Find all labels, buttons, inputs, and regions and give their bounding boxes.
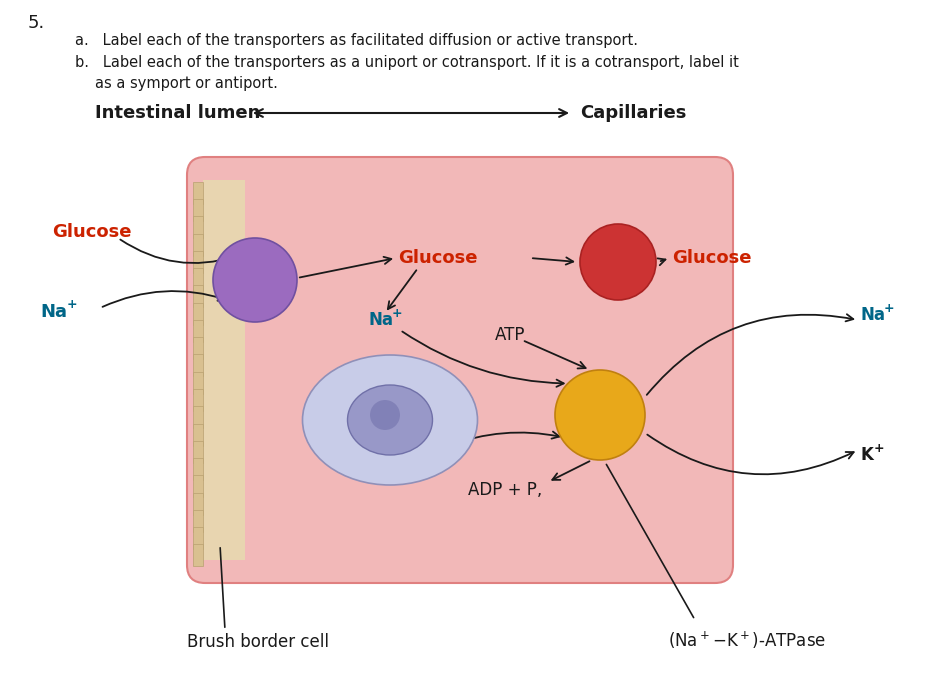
Text: Na: Na (368, 311, 393, 329)
Circle shape (580, 224, 656, 300)
Text: Intestinal lumen: Intestinal lumen (95, 104, 260, 122)
Bar (193, 493, 203, 515)
Bar (193, 285, 203, 307)
Text: +: + (874, 441, 884, 455)
Text: K: K (415, 443, 428, 461)
Bar (193, 545, 203, 566)
Bar (193, 355, 203, 376)
Circle shape (370, 400, 400, 430)
Ellipse shape (303, 355, 477, 485)
Text: Na: Na (860, 306, 885, 324)
Text: +: + (429, 439, 440, 452)
Circle shape (213, 238, 297, 322)
Bar (193, 199, 203, 221)
Bar (193, 234, 203, 255)
Text: Glucose: Glucose (398, 249, 477, 267)
Ellipse shape (348, 385, 432, 455)
Bar (193, 441, 203, 463)
Bar (193, 182, 203, 204)
Bar (193, 372, 203, 393)
Text: as a symport or antiport.: as a symport or antiport. (95, 76, 278, 91)
Bar (193, 510, 203, 532)
Bar (193, 268, 203, 290)
Bar (203, 180, 245, 560)
Circle shape (555, 370, 645, 460)
Bar (193, 320, 203, 342)
FancyBboxPatch shape (187, 157, 733, 583)
Bar (193, 217, 203, 238)
Bar (193, 251, 203, 273)
Bar (193, 423, 203, 446)
Text: +: + (67, 298, 77, 310)
Text: Brush border cell: Brush border cell (187, 633, 329, 651)
Bar (193, 475, 203, 498)
Text: Na: Na (40, 303, 67, 321)
Text: K: K (860, 446, 873, 464)
Bar (193, 389, 203, 411)
Bar (193, 303, 203, 325)
Bar (193, 458, 203, 480)
Text: ATP: ATP (495, 326, 526, 344)
Text: +: + (392, 307, 403, 319)
Text: Glucose: Glucose (52, 223, 131, 241)
Bar (193, 527, 203, 549)
Bar (193, 337, 203, 359)
Bar (193, 406, 203, 428)
Text: 5.: 5. (28, 14, 46, 32)
Text: Capillaries: Capillaries (580, 104, 686, 122)
Text: Glucose: Glucose (672, 249, 751, 267)
Text: (Na$^+$$-$K$^+$)-ATPase: (Na$^+$$-$K$^+$)-ATPase (668, 629, 826, 651)
Text: ADP + P,: ADP + P, (468, 481, 542, 499)
Text: +: + (884, 301, 895, 314)
Text: a.   Label each of the transporters as facilitated diffusion or active transport: a. Label each of the transporters as fac… (75, 33, 638, 48)
Text: b.   Label each of the transporters as a uniport or cotransport. If it is a cotr: b. Label each of the transporters as a u… (75, 55, 739, 70)
